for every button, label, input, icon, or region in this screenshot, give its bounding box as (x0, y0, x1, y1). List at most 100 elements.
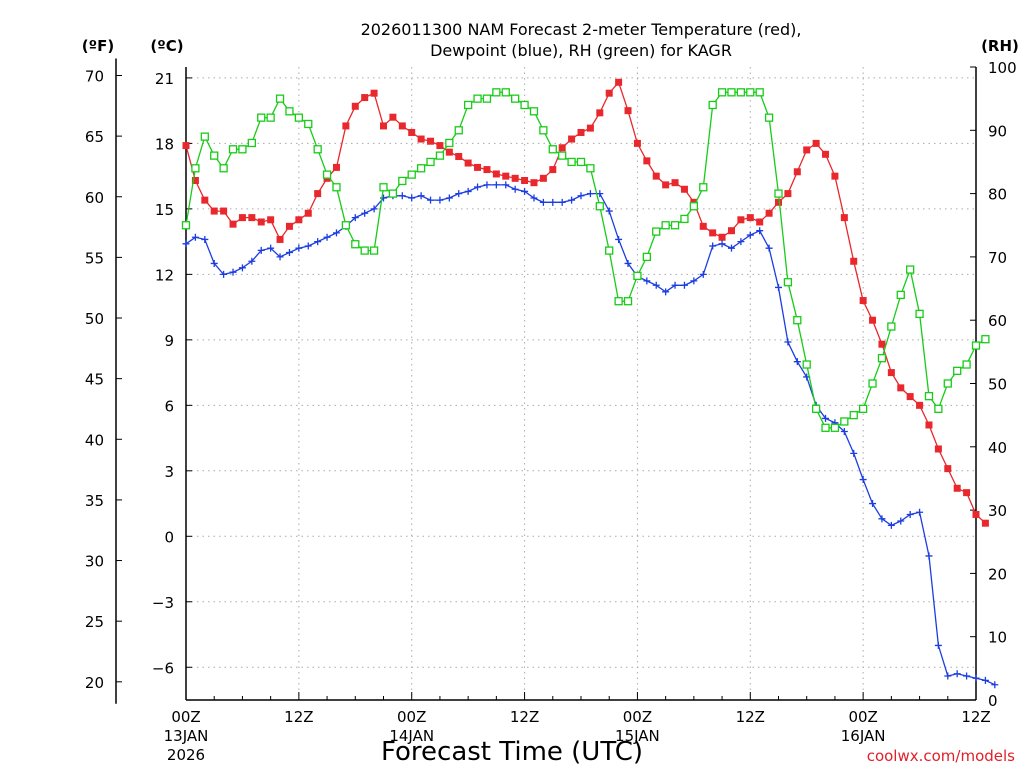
x-tick-label: 00Z (848, 708, 877, 726)
temperature-point (342, 122, 350, 130)
rh-point (680, 214, 689, 224)
celsius-tick-label: 15 (155, 201, 174, 219)
rh-point (755, 88, 764, 97)
dewpoint-point (558, 198, 566, 206)
dewpoint-point (775, 283, 782, 291)
temperature-point (727, 227, 735, 235)
dewpoint-point (746, 231, 754, 239)
dewpoint-point (455, 190, 463, 198)
temperature-point (380, 122, 387, 130)
dewpoint-series (182, 181, 999, 689)
rh-point (407, 170, 416, 179)
dewpoint-point (972, 674, 980, 682)
temperature-point (737, 216, 745, 224)
rh-point (595, 202, 604, 211)
rh-tick-label: 20 (988, 565, 1007, 583)
temperature-point (304, 209, 312, 217)
dewpoint-point (840, 428, 848, 436)
dewpoint-point (380, 194, 387, 202)
celsius-tick-label: 3 (164, 463, 174, 481)
dewpoint-point (248, 257, 256, 265)
temperature-point (605, 89, 613, 97)
rh-point (520, 100, 529, 110)
fahrenheit-tick-label: 40 (85, 431, 104, 449)
temperature-point (492, 170, 500, 178)
rh-point (915, 309, 924, 319)
x-tick-label: 12Z (510, 708, 539, 726)
temperature-point (718, 233, 726, 241)
temperature-point (699, 222, 707, 230)
rh-point (868, 379, 877, 388)
dewpoint-point (257, 246, 265, 254)
dewpoint-point (417, 192, 425, 200)
temperature-point (370, 89, 378, 97)
temperature-point (558, 144, 566, 152)
temperature-point (248, 214, 256, 222)
rh-point (774, 189, 783, 198)
unit-rh-label: (RH) (981, 37, 1019, 55)
temperature-point (474, 163, 482, 171)
dewpoint-point (793, 358, 801, 366)
rh-point (887, 322, 896, 331)
dewpoint-point (210, 259, 218, 267)
temperature-point (944, 465, 952, 473)
dewpoint-point (906, 510, 914, 518)
temperature-point (427, 137, 435, 145)
axes: 211815129630−3−6706560555045403530252010… (85, 58, 1017, 764)
fahrenheit-tick-label: 30 (85, 553, 104, 571)
rh-point (830, 423, 840, 432)
dewpoint-point (690, 277, 698, 285)
x-year-label: 2026 (167, 746, 205, 764)
dewpoint-point (464, 187, 472, 195)
temperature-point (417, 135, 425, 143)
rh-point (670, 221, 680, 230)
dewpoint-point (323, 233, 331, 241)
rh-point (285, 107, 294, 116)
rh-point (257, 113, 266, 122)
dewpoint-point (436, 196, 444, 204)
x-date-label: 16JAN (841, 727, 886, 745)
rh-point (454, 126, 463, 135)
chart-title-line1: 2026011300 NAM Forecast 2-meter Temperat… (361, 20, 802, 39)
x-tick-label: 00Z (171, 708, 200, 726)
rh-point (238, 145, 247, 154)
rh-point (736, 88, 746, 97)
x-tick-label: 00Z (397, 708, 426, 726)
rh-point (435, 151, 445, 160)
rh-point (351, 240, 360, 249)
fahrenheit-tick-label: 45 (85, 371, 104, 389)
rh-point (548, 145, 557, 154)
temperature-point (925, 421, 933, 429)
x-date-label: 13JAN (164, 727, 209, 745)
rh-point (228, 145, 238, 154)
temperature-point (916, 401, 924, 409)
rh-point (849, 410, 858, 420)
temperature-point (652, 172, 660, 180)
rh-point (501, 88, 510, 97)
rh-point (275, 94, 285, 103)
rh-point (200, 132, 209, 141)
rh-point (821, 423, 830, 432)
temperature-point (662, 181, 670, 189)
celsius-tick-label: 9 (164, 332, 174, 350)
rh-tick-label: 40 (988, 439, 1007, 457)
temperature-point (887, 369, 895, 377)
temperature-point (267, 216, 275, 224)
dewpoint-point (408, 194, 416, 202)
rh-point (379, 183, 388, 192)
dewpoint-point (511, 185, 519, 193)
dewpoint-point (784, 338, 792, 346)
temperature-point (539, 174, 547, 182)
rh-tick-label: 60 (988, 312, 1007, 330)
rh-point (623, 297, 633, 306)
temperature-point (831, 172, 839, 180)
dewpoint-point (981, 676, 989, 684)
temperature-point (869, 316, 877, 324)
rh-point (877, 354, 887, 363)
temperature-point (436, 142, 444, 150)
temperature-point (633, 139, 641, 147)
rh-point (981, 335, 990, 344)
dewpoint-point (671, 281, 679, 289)
temperature-point (746, 214, 754, 222)
